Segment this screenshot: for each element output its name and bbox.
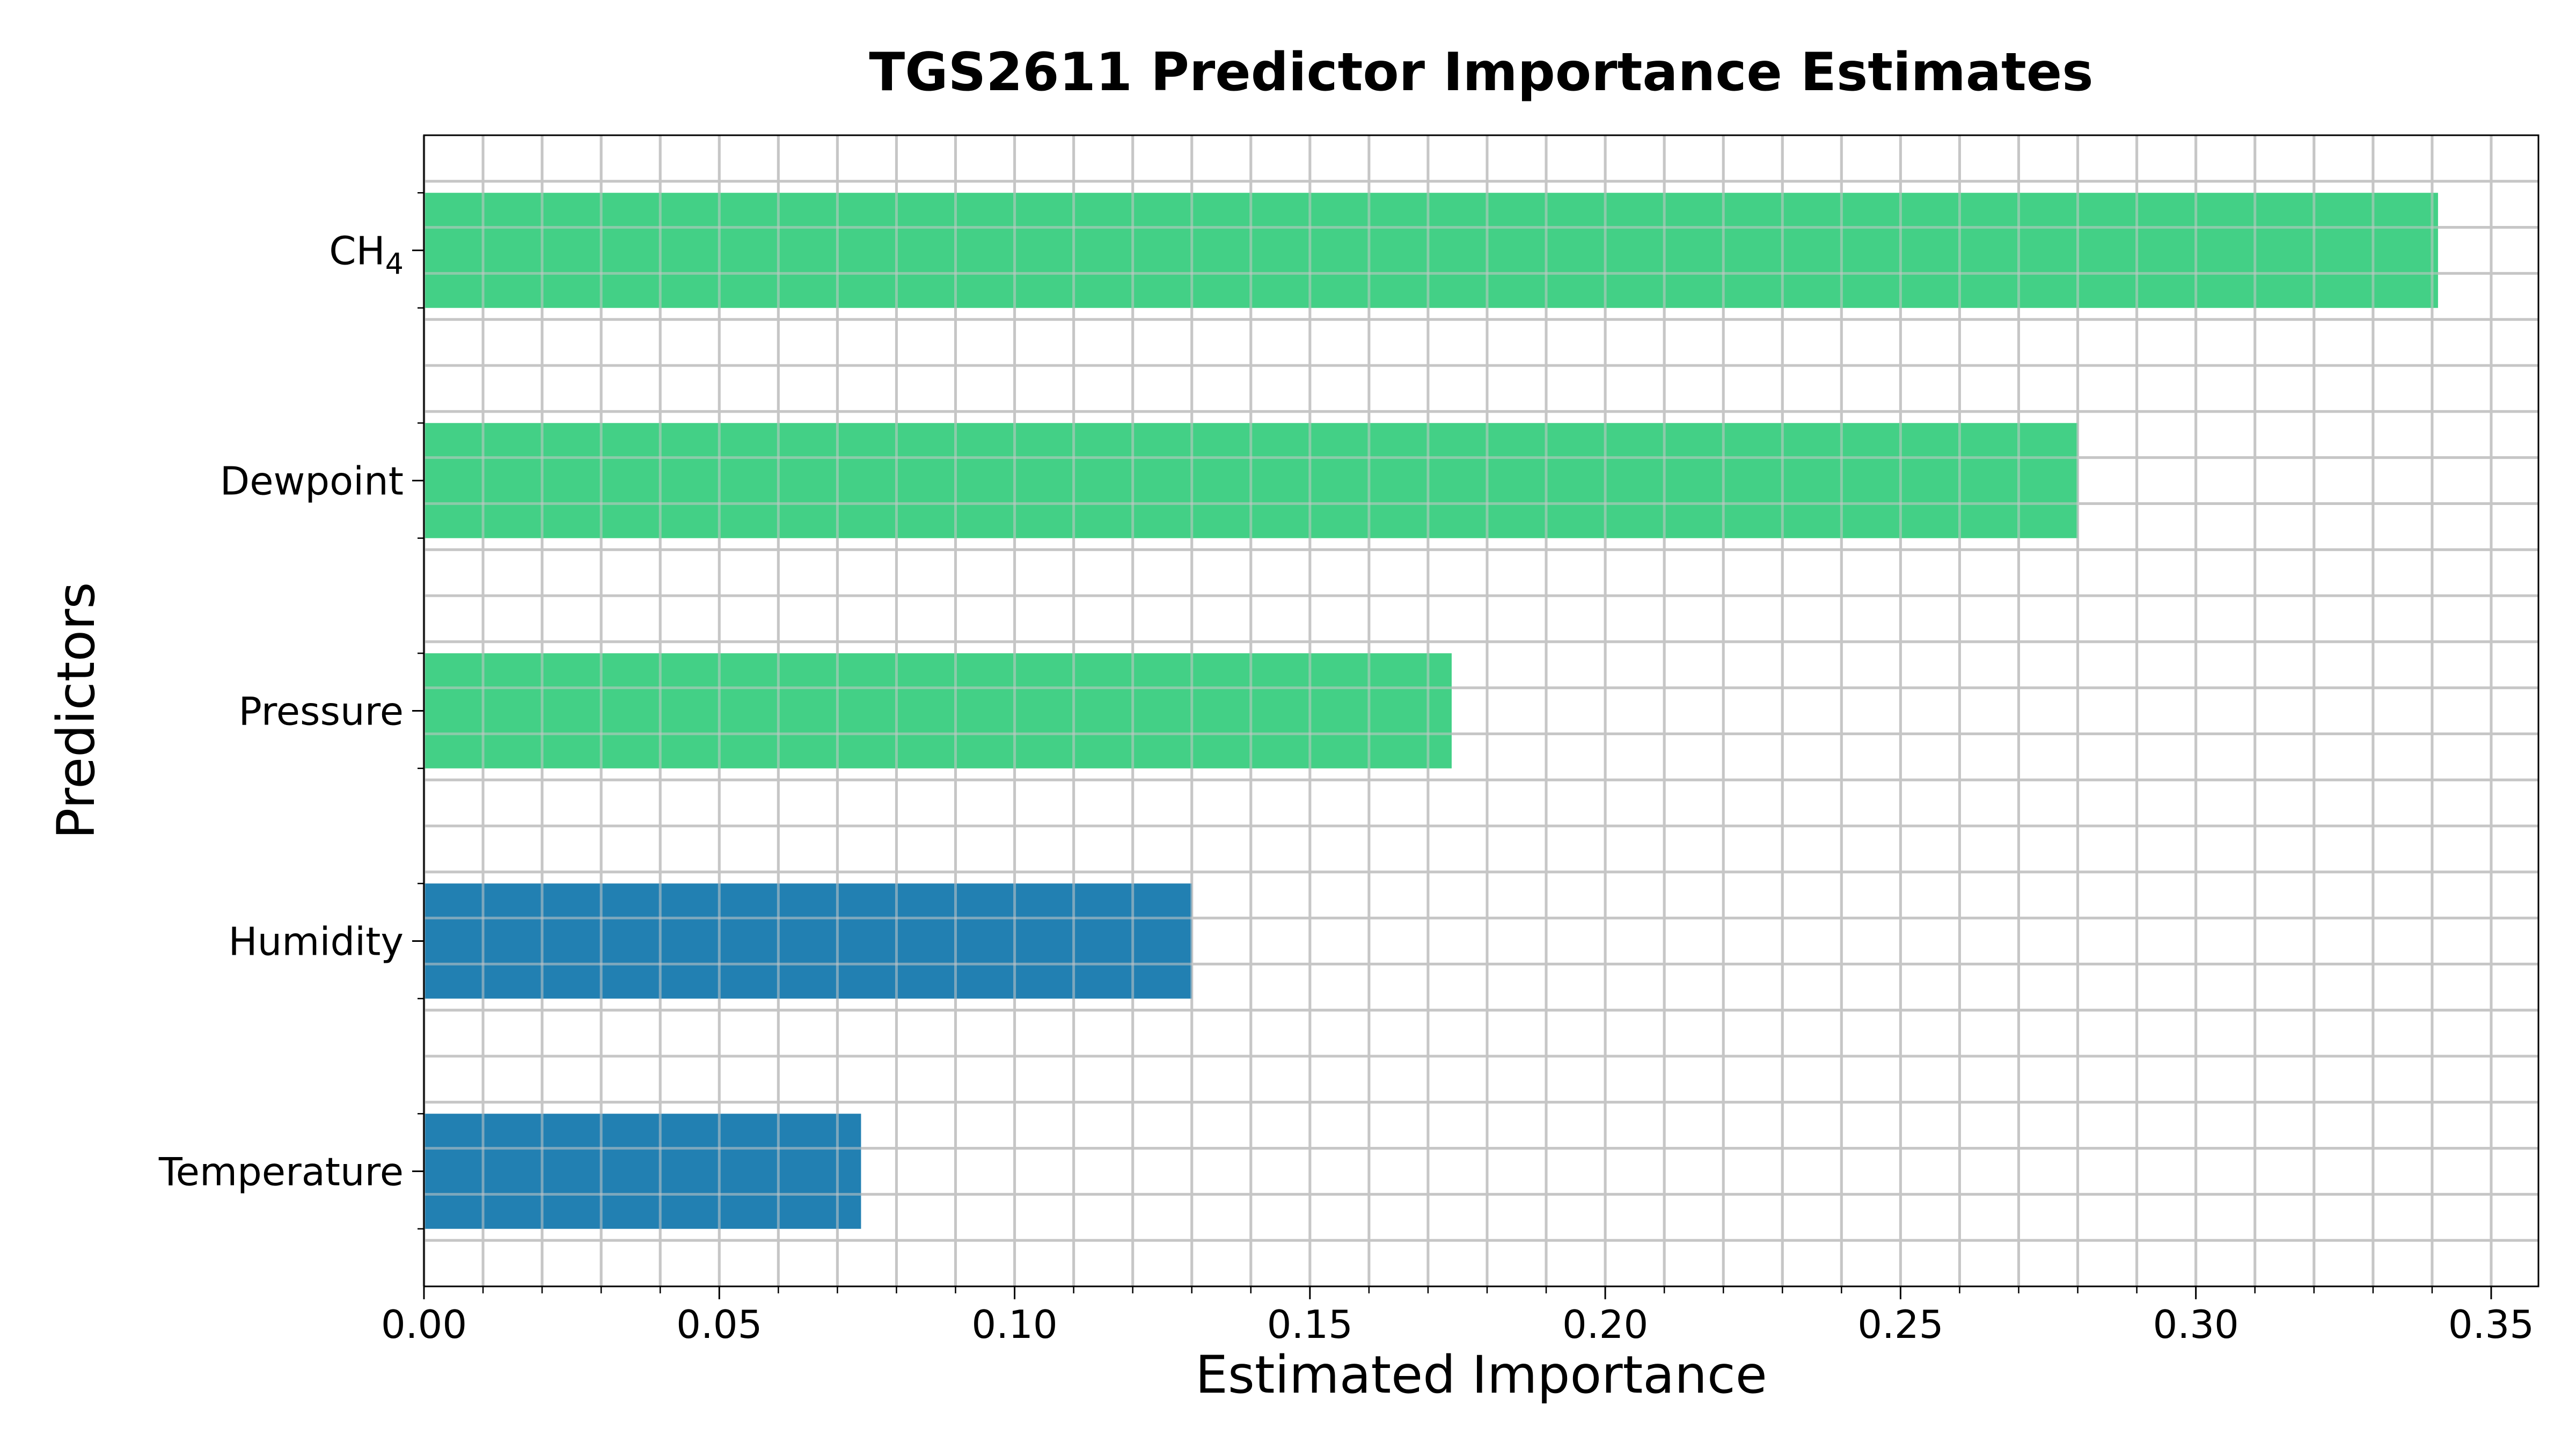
x-tick-label: 0.05: [676, 1302, 762, 1347]
x-tick-label: 0.35: [2448, 1302, 2534, 1347]
x-axis-label: Estimated Importance: [1195, 1345, 1767, 1405]
x-tick-label: 0.30: [2153, 1302, 2239, 1347]
y-tick-label: Temperature: [158, 1150, 404, 1195]
y-tick-label: Dewpoint: [220, 459, 404, 504]
bar-4: [424, 1114, 861, 1229]
chart-title: TGS2611 Predictor Importance Estimates: [869, 42, 2093, 103]
bar-3: [424, 883, 1192, 999]
bar-2: [424, 653, 1452, 769]
x-tick-label: 0.15: [1267, 1302, 1353, 1347]
y-tick-label: Humidity: [229, 919, 404, 964]
x-tick-label: 0.00: [381, 1302, 467, 1347]
x-tick-label: 0.25: [1857, 1302, 1943, 1347]
x-tick-label: 0.10: [971, 1302, 1057, 1347]
grid-overlay: [422, 135, 2538, 1286]
y-tick-label: Pressure: [239, 689, 404, 734]
y-tick-label: CH4: [329, 229, 404, 281]
bar-0: [424, 193, 2438, 308]
ticks: CH4 Dewpoint Pressure Humidity Temperature 0.…: [158, 192, 2534, 1347]
x-tick-label: 0.20: [1562, 1302, 1648, 1347]
y-axis-label: Predictors: [46, 582, 106, 839]
